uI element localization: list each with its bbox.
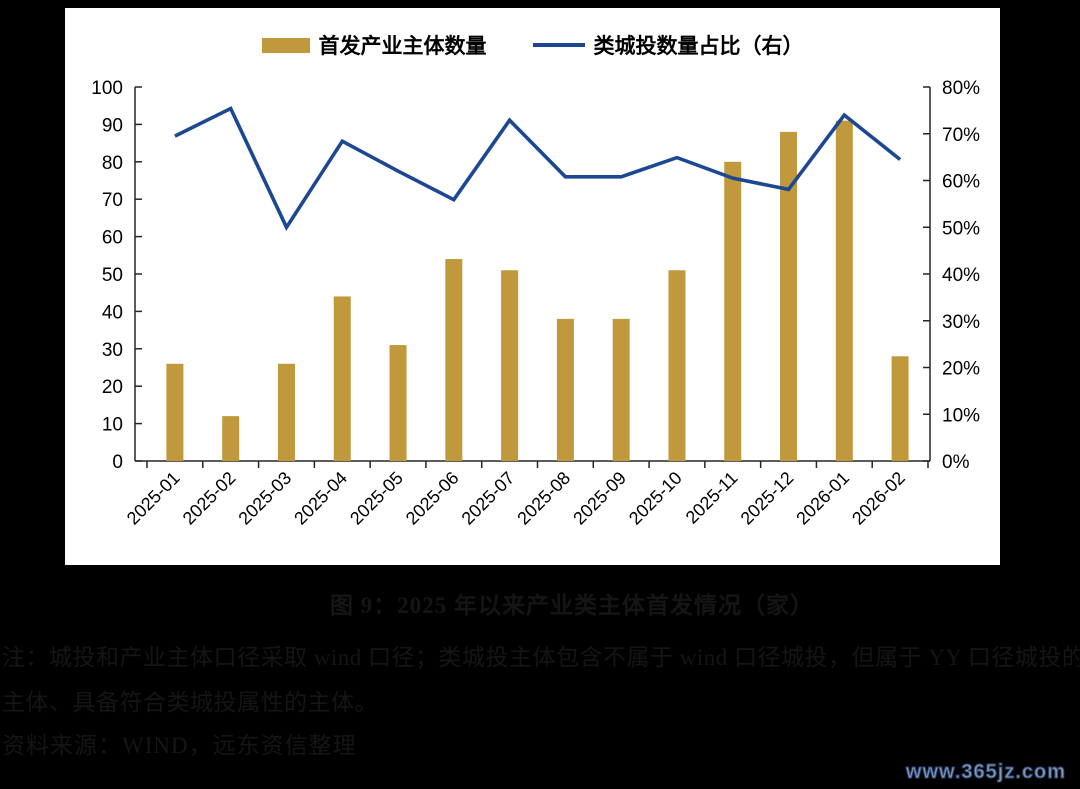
line-series xyxy=(174,106,902,231)
line-series-swatch-icon xyxy=(532,43,585,47)
right-axis-tick-label: 10% xyxy=(942,405,980,426)
x-axis-category-label: 2025-09 xyxy=(569,468,630,529)
left-axis-tick-label: 60 xyxy=(102,228,123,249)
bar-2026-01 xyxy=(835,120,853,461)
legend-item-bar-series: 首发产业主体数量 xyxy=(261,30,487,60)
legend-bar-label: 首发产业主体数量 xyxy=(318,35,487,58)
left-axis-tick-label: 20 xyxy=(102,377,123,398)
x-axis-category-label: 2025-07 xyxy=(458,468,519,529)
bar-2025-01 xyxy=(166,363,184,461)
x-axis-category-label: 2025-12 xyxy=(737,468,798,529)
bar-2025-12 xyxy=(780,131,798,461)
x-axis-category-label: 2025-10 xyxy=(625,468,686,529)
bar-2025-05 xyxy=(389,345,407,461)
bar-2025-09 xyxy=(612,318,630,461)
bar-2025-04 xyxy=(333,296,351,461)
x-axis-category-label: 2026-02 xyxy=(848,468,909,529)
bar-2026-02 xyxy=(891,356,909,461)
bar-2025-02 xyxy=(222,416,240,461)
right-axis-tick-label: 20% xyxy=(942,359,980,380)
left-axis-tick-label: 70 xyxy=(102,190,123,211)
right-axis-tick-label: 60% xyxy=(942,172,980,193)
left-axis-tick-label: 50 xyxy=(102,265,123,286)
left-axis-tick-label: 90 xyxy=(102,115,123,136)
watermark-link[interactable]: www.365jz.com xyxy=(905,761,1066,784)
legend-line-label: 类城投数量占比（右） xyxy=(593,35,804,58)
bar-2025-07 xyxy=(501,270,519,461)
dual-axis-chart: 0 10 20 30 40 50 60 70 80 90 100 0% 10% 20% 30% 40% 50% 6… xyxy=(91,78,980,529)
right-axis-tick-label: 50% xyxy=(942,218,980,239)
bar-2025-10 xyxy=(668,270,686,461)
figure-title: 图 9：2025 年以来产业类主体首发情况（家） xyxy=(330,593,814,618)
bar-series-swatch-icon xyxy=(261,37,310,53)
chart-panel: 0 10 20 30 40 50 60 70 80 90 100 0% 10% 20% 30% 40% 50% 6… xyxy=(65,8,1000,565)
right-axis-tick-label: 0% xyxy=(942,452,970,473)
x-axis-category-label: 2025-05 xyxy=(346,468,407,529)
right-axis-tick-label: 30% xyxy=(942,312,980,333)
x-axis-category-label: 2025-02 xyxy=(179,468,240,529)
figure-note-line2: 主体、具备符合类城投属性的主体。 xyxy=(2,690,378,715)
left-axis-tick-label: 0 xyxy=(112,452,123,473)
legend-item-line-series: 类城投数量占比（右） xyxy=(532,30,804,60)
chart-legend: 首发产业主体数量 类城投数量占比（右） xyxy=(65,30,1000,60)
bar-2025-11 xyxy=(724,161,742,462)
x-axis-category-label: 2025-01 xyxy=(123,468,184,529)
x-axis-category-label: 2025-11 xyxy=(682,468,742,528)
left-axis-tick-label: 40 xyxy=(102,302,123,323)
left-axis-tick-label: 30 xyxy=(102,340,123,361)
figure-note-line1: 注：城投和产业主体口径采取 wind 口径；类城投主体包含不属于 wind 口径… xyxy=(2,645,1080,670)
bar-2025-08 xyxy=(556,318,574,461)
left-axis-tick-label: 10 xyxy=(102,415,123,436)
right-axis-tick-label: 80% xyxy=(942,78,980,99)
x-axis-category-label: 2025-06 xyxy=(402,468,463,529)
left-axis-tick-label: 80 xyxy=(102,153,123,174)
left-axis-tick-label: 100 xyxy=(91,78,123,99)
x-axis-category-label: 2026-01 xyxy=(792,468,853,529)
x-axis-category-label: 2025-04 xyxy=(290,468,351,529)
bar-2025-06 xyxy=(445,259,463,461)
right-axis-tick-label: 40% xyxy=(942,265,980,286)
bar-2025-03 xyxy=(277,363,295,461)
right-axis-tick-label: 70% xyxy=(942,125,980,146)
x-axis-category-label: 2025-03 xyxy=(234,468,295,529)
figure-source: 资料来源：WIND，远东资信整理 xyxy=(2,733,357,758)
x-axis-category-label: 2025-08 xyxy=(513,468,574,529)
